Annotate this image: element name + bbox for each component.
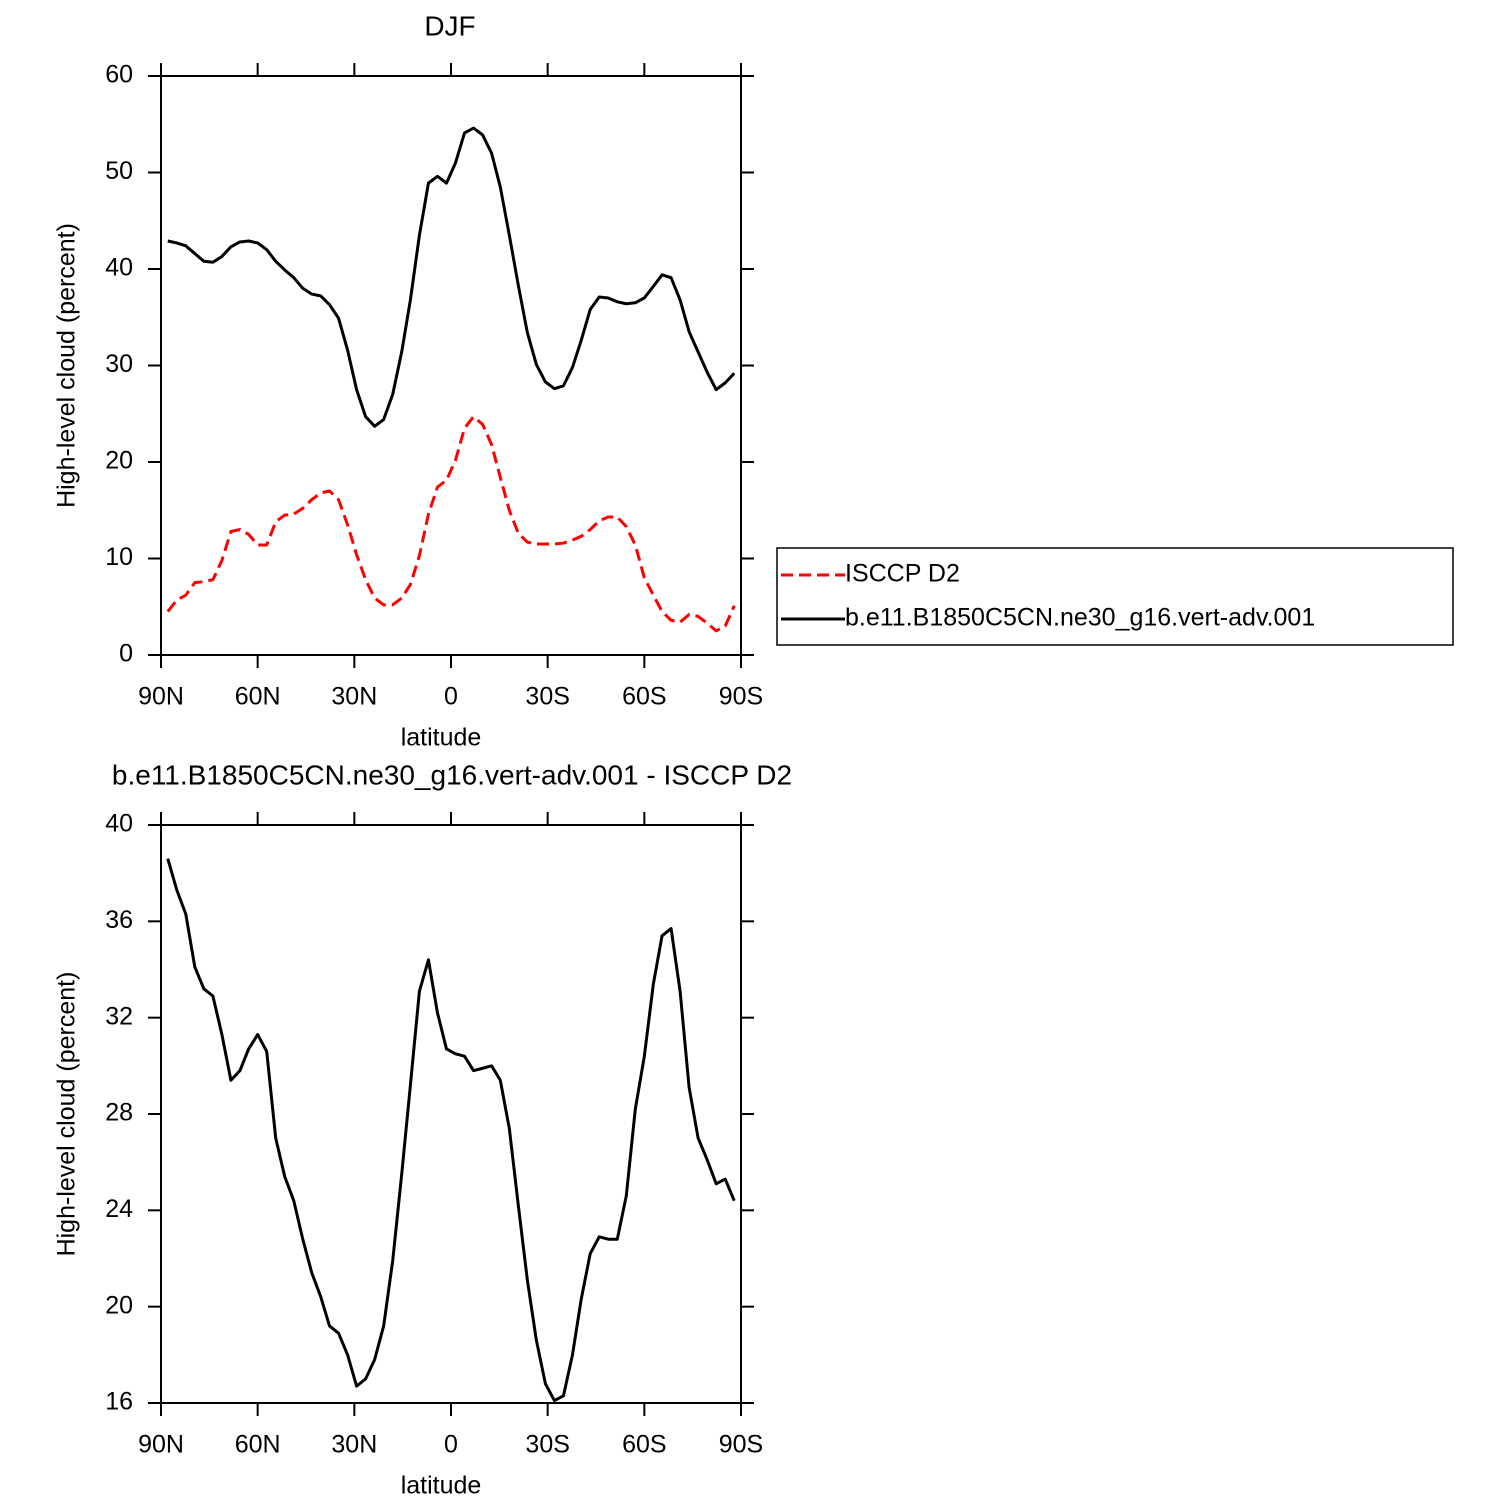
y-tick-label: 40: [105, 254, 133, 282]
y-tick-label: 16: [105, 1388, 133, 1416]
y-tick-label: 36: [105, 906, 133, 934]
y-axis-label: High-level cloud (percent): [53, 223, 81, 508]
data-line: [167, 126, 736, 428]
legend-label: b.e11.B1850C5CN.ne30_g16.vert-adv.001: [845, 604, 1315, 632]
y-tick-label: 20: [105, 1291, 133, 1319]
plot-frame: [160, 75, 742, 656]
x-tick-label: 30S: [525, 683, 569, 711]
data-line: [166, 858, 736, 1403]
x-tick-label: 90S: [719, 1431, 763, 1459]
y-tick-label: 10: [105, 543, 133, 571]
y-tick-label: 60: [105, 61, 133, 89]
x-tick-label: 0: [444, 1431, 458, 1459]
plot-frame: [160, 824, 742, 1404]
x-tick-label: 60N: [235, 1431, 281, 1459]
x-tick-label: 30N: [331, 1431, 377, 1459]
chart-title: DJF: [424, 10, 475, 41]
legend-label: ISCCP D2: [845, 560, 960, 588]
x-tick-label: 30S: [525, 1431, 569, 1459]
y-tick-label: 20: [105, 447, 133, 475]
data-line: [166, 415, 736, 633]
y-tick-label: 32: [105, 1002, 133, 1030]
x-axis-label: latitude: [401, 724, 482, 752]
x-tick-label: 60N: [235, 683, 281, 711]
x-tick-label: 90N: [138, 683, 184, 711]
x-axis-label: latitude: [401, 1472, 482, 1500]
legend-box: [776, 547, 1454, 646]
y-tick-label: 24: [105, 1195, 133, 1223]
x-tick-label: 90N: [138, 1431, 184, 1459]
x-tick-label: 30N: [331, 683, 377, 711]
y-tick-label: 0: [119, 640, 133, 668]
y-tick-label: 28: [105, 1099, 133, 1127]
y-tick-label: 30: [105, 350, 133, 378]
y-tick-label: 40: [105, 810, 133, 838]
y-tick-label: 50: [105, 157, 133, 185]
x-tick-label: 60S: [622, 1431, 666, 1459]
y-axis-label: High-level cloud (percent): [53, 972, 81, 1257]
x-tick-label: 0: [444, 683, 458, 711]
x-tick-label: 60S: [622, 683, 666, 711]
x-tick-label: 90S: [719, 683, 763, 711]
chart-title: b.e11.B1850C5CN.ne30_g16.vert-adv.001 - …: [112, 759, 792, 790]
